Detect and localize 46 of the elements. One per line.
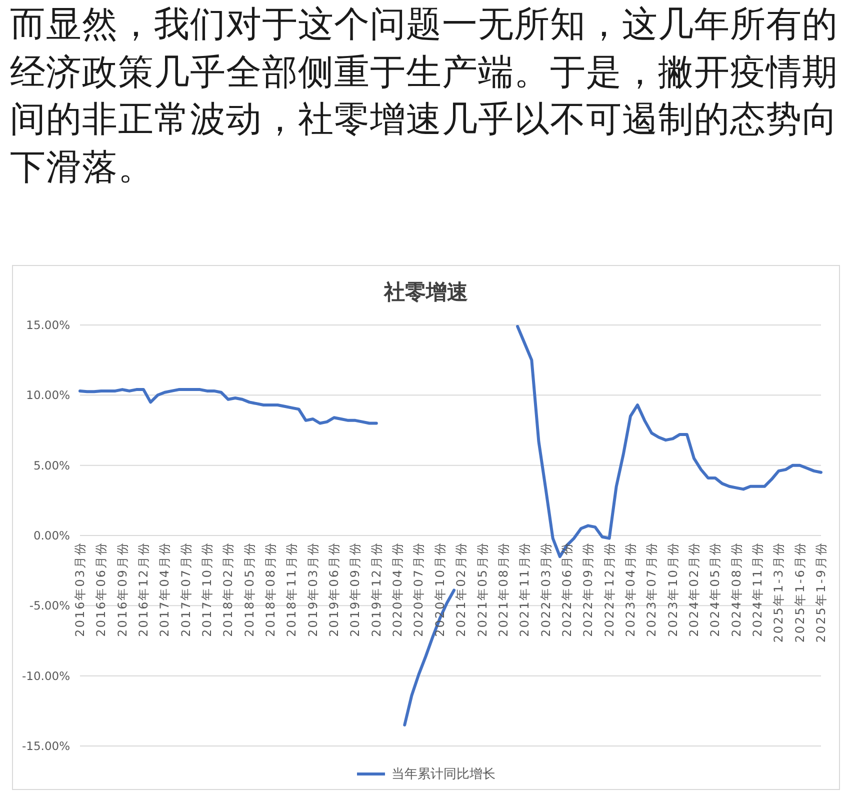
x-tick-label: 2023年04月份	[623, 542, 638, 637]
x-tick-label: 2025年1-9月份	[814, 542, 828, 643]
x-tick-label: 2016年06月份	[94, 542, 108, 637]
y-tick-label: -5.00%	[29, 598, 70, 613]
x-tick-label: 2016年09月份	[115, 542, 130, 637]
x-tick-label: 2022年06月份	[560, 542, 574, 637]
x-tick-label: 2017年10月份	[200, 542, 214, 637]
x-tick-label: 2021年11月份	[518, 542, 532, 637]
y-tick-label: 15.00%	[26, 318, 70, 332]
x-tick-label: 2017年07月份	[178, 542, 193, 637]
x-tick-label: 2018年02月份	[221, 542, 236, 637]
x-tick-label: 2019年06月份	[327, 542, 342, 637]
x-tick-label: 2018年11月份	[284, 542, 299, 637]
x-tick-label: 2020年10月份	[432, 542, 447, 637]
legend-label: 当年累计同比增长	[392, 766, 496, 783]
x-tick-label: 2021年08月份	[496, 542, 510, 637]
chart-title: 社零增速	[382, 278, 469, 306]
x-tick-label: 2022年09月份	[581, 542, 596, 637]
x-tick-label: 2024年05月份	[708, 542, 722, 637]
y-tick-label: -15.00%	[22, 739, 70, 754]
x-tick-label: 2021年05月份	[475, 542, 490, 637]
text: 而显然，我们对于这个问题一无所知，这几年所有的经济政策几乎全部侧重于生产端。于是，撇开疫情期间的非正常波动，社零增速几乎以不可遏制的态势向下滑落。	[10, 3, 839, 190]
x-tick-label: 2016年12月份	[136, 542, 151, 637]
y-tick-label: 0.00%	[33, 528, 70, 543]
x-tick-label: 2024年11月份	[750, 542, 764, 637]
x-tick-label: 2019年09月份	[348, 542, 362, 637]
x-tick-label: 2022年03月份	[538, 542, 553, 637]
x-tick-label: 2023年10月份	[666, 542, 680, 637]
y-tick-label: 5.00%	[33, 458, 70, 472]
x-tick-label: 2023年07月份	[644, 542, 659, 637]
x-tick-label: 2016年03月份	[73, 542, 87, 637]
x-tick-label: 2024年08月份	[729, 542, 744, 637]
x-tick-label: 2017年04月份	[158, 542, 172, 637]
x-tick-label: 2022年12月份	[602, 542, 616, 637]
x-tick-label: 2018年08月份	[264, 542, 278, 637]
y-tick-label: 10.00%	[26, 388, 70, 402]
x-tick-label: 2025年1-6月份	[792, 542, 807, 643]
x-tick-label: 2019年03月份	[306, 542, 320, 637]
x-tick-label: 2020年07月份	[412, 542, 426, 637]
x-tick-label: 2019年12月份	[369, 542, 384, 637]
x-tick-label: 2018年05月份	[242, 542, 256, 637]
x-tick-label: 2021年02月份	[454, 542, 468, 637]
x-tick-label: 2025年1-3月份	[772, 542, 786, 643]
x-tick-label: 2024年02月份	[686, 542, 701, 637]
y-tick-label: -10.00%	[22, 668, 70, 683]
x-tick-label: 2020年04月份	[390, 542, 405, 637]
